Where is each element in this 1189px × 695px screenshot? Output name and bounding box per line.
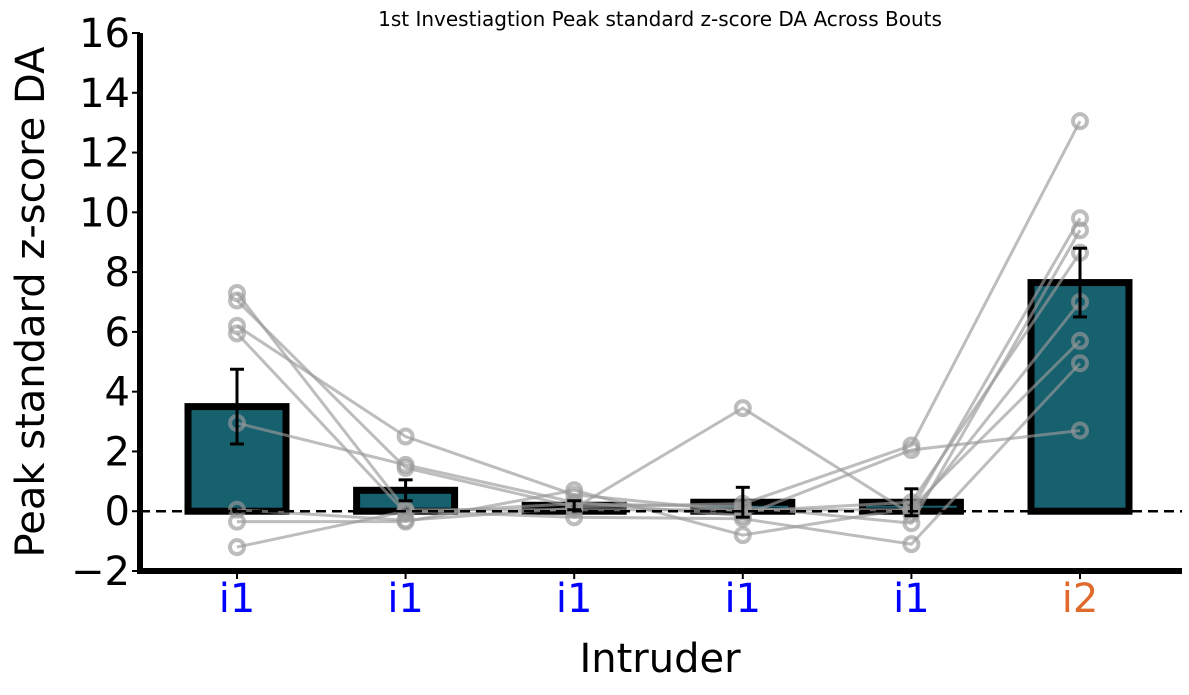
subject-point [1071,331,1089,350]
subject-point [1071,421,1089,440]
x-tick-label: i1 [725,576,762,622]
subject-point [228,291,246,310]
subject-point [228,316,246,335]
subject-point [902,440,921,459]
plot-area: −2 0 2 4 6 8 10 12 14 16 i1 i1 i1 i1 i1 i2 [71,11,1182,622]
y-tick-label: 0 [105,489,130,535]
subject-point [1071,354,1089,373]
subject-point [733,399,752,418]
x-tick-label: i1 [893,576,930,622]
y-tick-label: 16 [79,11,130,57]
y-tick-label: 2 [105,429,130,475]
subject-line [236,362,1082,549]
subject-point [1071,209,1089,228]
y-tick-label: 14 [79,71,130,117]
subject-line [236,421,1081,518]
subject-point [1071,221,1089,240]
y-tick-label: 10 [79,190,130,236]
subject-line [237,339,1082,537]
subject-line [236,251,1082,513]
subject-point [1071,112,1089,131]
x-tick-label: i2 [1062,576,1099,622]
x-tick-label: i1 [387,576,424,622]
subject-point [228,538,246,557]
subject-point [902,535,921,554]
y-axis-label: Peak standard z-score DA [8,46,54,558]
y-tick-label: 8 [105,250,130,296]
subject-point [228,500,246,519]
subject-point [565,481,584,500]
y-tick-label: 6 [105,310,130,356]
x-axis-label: Intruder [579,636,741,682]
subject-point [396,427,415,446]
chart-title: 1st Investiagtion Peak standard z-score … [378,7,942,31]
x-tick-label: i1 [219,576,256,622]
y-tick-label: −2 [71,549,130,595]
subject-line [235,229,1082,525]
y-tick-label: 12 [79,131,130,177]
subject-point [228,324,246,343]
subject-point [228,512,246,531]
subject-point [733,526,752,545]
subject-point [396,512,415,531]
x-tick-label: i1 [556,576,593,622]
subject-point [228,284,246,303]
y-tick-label: 4 [105,370,130,416]
subject-point [396,455,415,474]
